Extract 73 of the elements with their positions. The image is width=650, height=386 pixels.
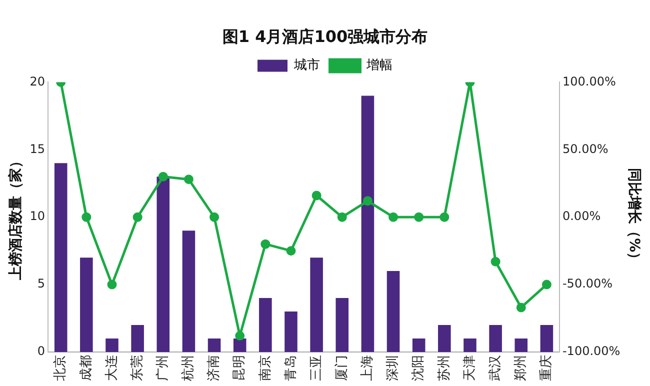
x-tick-label: 杭州 — [181, 355, 196, 382]
x-tick-label: 深圳 — [386, 355, 401, 381]
x-tick-label: 上海 — [360, 355, 376, 381]
bar — [310, 258, 323, 352]
x-tick-label: 北京 — [53, 355, 68, 381]
x-tick-label: 大连 — [104, 355, 120, 381]
y2-tick-label: -100.00% — [562, 344, 620, 358]
point — [235, 331, 245, 341]
point — [414, 212, 424, 222]
bar — [80, 258, 93, 352]
bar — [106, 338, 118, 352]
y-tick-label: 5 — [37, 276, 46, 291]
y2-tick-label: 0.00% — [562, 209, 601, 224]
x-tick-label: 广州 — [156, 355, 171, 381]
bar — [489, 325, 502, 352]
bar — [540, 325, 554, 352]
point — [362, 196, 372, 206]
x-tick-label: 南京 — [258, 355, 273, 381]
x-tick-label: 郑州 — [514, 355, 528, 381]
y2-tick-label: -50.00% — [562, 276, 613, 291]
chart-title: 图1 4月酒店100强城市分布 — [222, 26, 428, 46]
bar — [386, 271, 400, 352]
bar — [259, 298, 272, 352]
bar — [156, 176, 170, 352]
point — [490, 256, 500, 266]
point — [440, 212, 450, 222]
x-tick-label: 沈阳 — [411, 355, 426, 381]
y-tick-label: 20 — [30, 74, 46, 88]
x-tick-label: 东莞 — [130, 355, 145, 381]
x-tick-label: 苏州 — [436, 355, 452, 381]
point — [286, 246, 296, 256]
point — [184, 174, 194, 184]
point — [388, 212, 398, 222]
point — [516, 302, 526, 312]
bar — [464, 338, 476, 352]
bar — [233, 338, 246, 352]
y-tick-label: 15 — [30, 142, 46, 156]
point — [312, 190, 322, 200]
point — [132, 212, 142, 222]
bar — [284, 312, 298, 352]
y2-tick-label: 100.00% — [562, 74, 616, 88]
bar — [182, 230, 196, 352]
bar — [514, 338, 528, 352]
point — [337, 212, 347, 222]
x-tick-label: 济南 — [206, 355, 222, 381]
legend-label: 增幅 — [366, 58, 392, 74]
x-tick-label: 天津 — [462, 355, 478, 381]
x-tick-label: 三亚 — [308, 355, 324, 381]
y2-tick-label: 50.00% — [562, 142, 608, 156]
point — [542, 280, 552, 290]
x-tick-label: 厦门 — [334, 355, 350, 381]
x-tick-label: 武汉 — [488, 355, 503, 381]
point — [158, 172, 168, 182]
y-axis-title: 上榜酒店数量（家） — [7, 154, 24, 282]
x-tick-label: 昆明 — [232, 355, 248, 381]
bar — [412, 338, 426, 352]
point — [210, 212, 220, 222]
legend-label: 城市 — [293, 58, 320, 74]
x-tick-label: 成都 — [78, 355, 94, 381]
y-tick-label: 10 — [30, 209, 46, 224]
bar — [361, 96, 374, 352]
bar — [208, 338, 221, 352]
bar — [54, 163, 68, 352]
y-tick-label: 0 — [37, 344, 46, 358]
bar — [438, 325, 451, 352]
bar — [336, 298, 349, 352]
bar — [131, 325, 144, 352]
point — [107, 280, 117, 290]
point — [82, 212, 92, 222]
y2-axis-title: 同比增长（%） — [626, 168, 642, 266]
point — [260, 239, 270, 249]
x-tick-label: 重庆 — [539, 355, 554, 381]
x-tick-label: 青岛 — [283, 355, 298, 381]
